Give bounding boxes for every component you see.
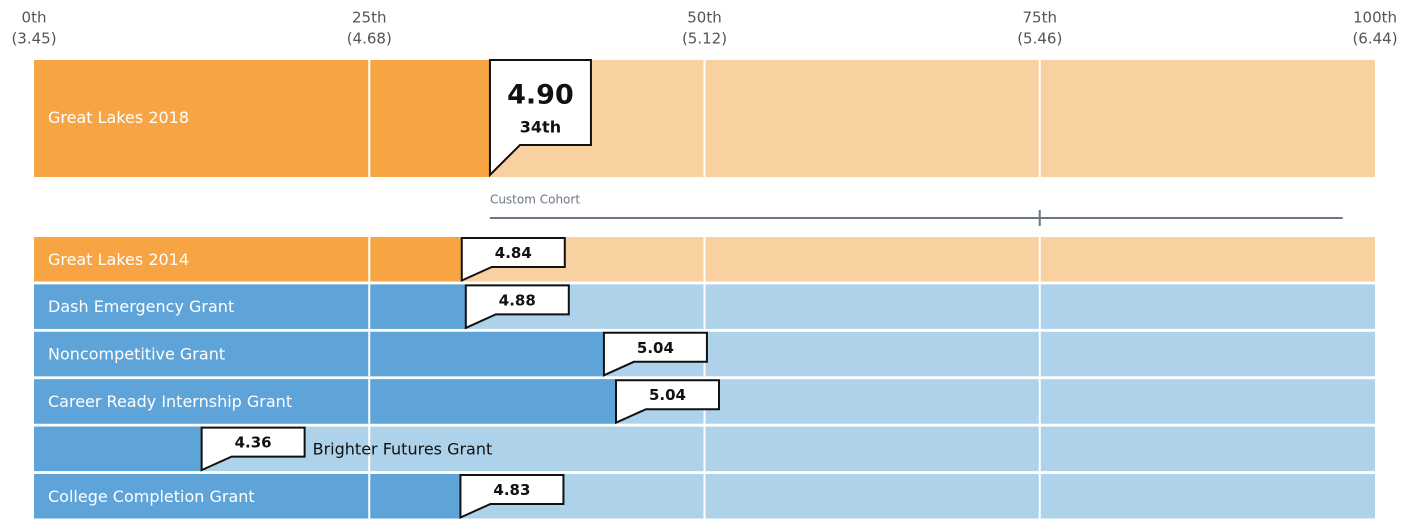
callout-value: 4.36 bbox=[235, 434, 272, 452]
callout bbox=[460, 237, 566, 283]
callout-percentile: 34th bbox=[520, 118, 561, 137]
callout-value: 4.90 bbox=[507, 80, 574, 111]
tick-label: 25th bbox=[352, 9, 386, 27]
callout bbox=[459, 474, 565, 520]
callout-value: 5.04 bbox=[637, 339, 674, 357]
row-name: Great Lakes 2014 bbox=[48, 250, 189, 269]
tick-label: 0th bbox=[22, 9, 47, 27]
cohort-label: Custom Cohort bbox=[490, 193, 580, 207]
row-name: Noncompetitive Grant bbox=[48, 345, 225, 364]
tick-label: 100th bbox=[1353, 9, 1397, 27]
row-name: Brighter Futures Grant bbox=[313, 439, 493, 458]
callout-value: 4.84 bbox=[495, 244, 532, 262]
callout-value: 4.88 bbox=[499, 291, 536, 309]
callout-value: 4.83 bbox=[493, 481, 530, 499]
callout bbox=[602, 331, 708, 377]
row-fill bbox=[34, 379, 616, 424]
tick-label: 75th bbox=[1023, 9, 1057, 27]
callout bbox=[488, 59, 592, 178]
callout bbox=[200, 426, 306, 472]
row-fill bbox=[34, 284, 466, 329]
row-name: Great Lakes 2018 bbox=[48, 108, 189, 127]
row-fill bbox=[34, 331, 604, 377]
tick-score: (3.45) bbox=[11, 30, 56, 48]
tick-score: (4.68) bbox=[347, 30, 392, 48]
tick-score: (5.12) bbox=[682, 30, 727, 48]
tick-score: (6.44) bbox=[1352, 30, 1397, 48]
row-fill bbox=[34, 426, 202, 472]
row-name: College Completion Grant bbox=[48, 487, 255, 506]
row-fill bbox=[34, 474, 461, 519]
row-name: Dash Emergency Grant bbox=[48, 297, 234, 316]
row-fill bbox=[34, 237, 462, 282]
tick-score: (5.46) bbox=[1017, 30, 1062, 48]
callout bbox=[464, 284, 570, 330]
row-name: Career Ready Internship Grant bbox=[48, 392, 292, 411]
tick-label: 50th bbox=[687, 9, 721, 27]
row-fill bbox=[34, 60, 490, 177]
callout bbox=[614, 379, 720, 425]
callout-value: 5.04 bbox=[649, 386, 686, 404]
